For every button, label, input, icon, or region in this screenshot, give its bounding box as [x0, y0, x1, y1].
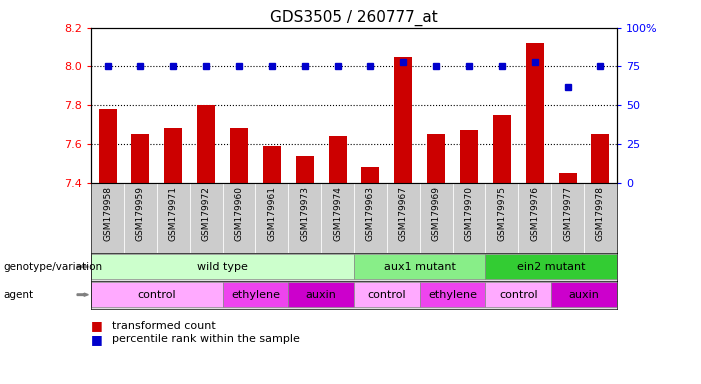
Text: agent: agent [4, 290, 34, 300]
Text: ein2 mutant: ein2 mutant [517, 262, 585, 272]
Bar [485, 282, 551, 307]
Bar [288, 183, 321, 253]
Bar [263, 146, 281, 183]
Bar [354, 254, 485, 279]
Text: auxin: auxin [306, 290, 336, 300]
Bar [584, 183, 617, 253]
Bar [551, 183, 584, 253]
Text: GSM179959: GSM179959 [136, 186, 145, 241]
Bar [427, 134, 445, 183]
Bar [288, 282, 354, 307]
Bar [91, 254, 354, 279]
Text: control: control [137, 290, 176, 300]
Text: GSM179960: GSM179960 [235, 186, 243, 241]
Bar [255, 183, 288, 253]
Bar [592, 134, 609, 183]
Bar [223, 282, 288, 307]
Text: wild type: wild type [197, 262, 248, 272]
Bar [354, 282, 420, 307]
Bar [91, 183, 124, 253]
Bar [485, 254, 617, 279]
Bar [460, 130, 478, 183]
Bar [124, 183, 157, 253]
Text: GSM179972: GSM179972 [202, 186, 210, 241]
Bar [551, 282, 617, 307]
Bar [157, 183, 190, 253]
Text: GSM179977: GSM179977 [563, 186, 572, 241]
Bar [99, 109, 116, 183]
Text: ethylene: ethylene [231, 290, 280, 300]
Bar [164, 128, 182, 183]
Bar [420, 183, 453, 253]
Bar [526, 43, 544, 183]
Text: GSM179969: GSM179969 [432, 186, 441, 241]
Text: GSM179961: GSM179961 [267, 186, 276, 241]
Text: aux1 mutant: aux1 mutant [383, 262, 456, 272]
Bar [387, 183, 420, 253]
Text: percentile rank within the sample: percentile rank within the sample [112, 334, 300, 344]
Text: control: control [367, 290, 406, 300]
Bar [321, 183, 354, 253]
Text: GSM179974: GSM179974 [333, 186, 342, 241]
Text: control: control [499, 290, 538, 300]
Bar [518, 183, 551, 253]
Bar [453, 183, 485, 253]
Text: GSM179971: GSM179971 [169, 186, 178, 241]
Text: ethylene: ethylene [428, 290, 477, 300]
Bar [420, 282, 485, 307]
Text: GSM179958: GSM179958 [103, 186, 112, 241]
Text: ■: ■ [91, 333, 103, 346]
Bar [197, 105, 215, 183]
Bar [190, 183, 223, 253]
Text: GSM179970: GSM179970 [465, 186, 473, 241]
Text: genotype/variation: genotype/variation [4, 262, 102, 272]
Text: GSM179963: GSM179963 [366, 186, 375, 241]
Text: ■: ■ [91, 319, 103, 333]
Bar [394, 57, 412, 183]
Bar [131, 134, 149, 183]
Title: GDS3505 / 260777_at: GDS3505 / 260777_at [270, 10, 438, 26]
Bar [362, 167, 379, 183]
Bar [354, 183, 387, 253]
Bar [493, 115, 511, 183]
Bar [329, 136, 346, 183]
Bar [485, 183, 518, 253]
Text: auxin: auxin [569, 290, 599, 300]
Bar [230, 128, 248, 183]
Bar [296, 156, 314, 183]
Text: GSM179976: GSM179976 [530, 186, 539, 241]
Text: GSM179967: GSM179967 [399, 186, 408, 241]
Bar [223, 183, 255, 253]
Text: GSM179975: GSM179975 [498, 186, 506, 241]
Text: GSM179978: GSM179978 [596, 186, 605, 241]
Bar [91, 282, 223, 307]
Text: transformed count: transformed count [112, 321, 216, 331]
Text: GSM179973: GSM179973 [300, 186, 309, 241]
Bar [559, 173, 577, 183]
